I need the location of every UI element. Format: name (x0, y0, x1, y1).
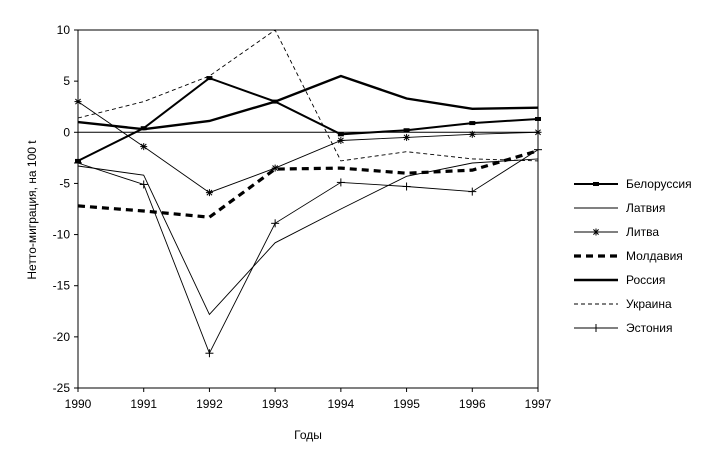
data-point (271, 164, 279, 172)
data-point (205, 349, 214, 358)
plot-area (77, 29, 539, 389)
x-axis-label: Годы (294, 428, 322, 442)
data-point (593, 182, 599, 186)
legend-item: Литва (574, 225, 659, 239)
y-tick-label: 5 (63, 74, 70, 88)
y-tick-label: -25 (53, 381, 71, 395)
series-2 (77, 158, 539, 316)
series-3 (74, 98, 542, 197)
data-point (140, 143, 148, 151)
series-line (77, 101, 539, 194)
data-point (206, 76, 213, 81)
data-point (402, 182, 411, 191)
x-tick-label: 1991 (130, 397, 157, 411)
data-point (534, 128, 542, 136)
y-tick-label: 0 (63, 125, 70, 139)
data-point (592, 228, 600, 236)
series-line (77, 149, 539, 219)
legend-label: Россия (626, 273, 665, 287)
legend-label: Белоруссия (626, 177, 692, 191)
data-point (337, 132, 344, 137)
data-point (592, 324, 600, 332)
data-point (535, 116, 541, 121)
y-tick-label: -10 (53, 228, 71, 242)
legend-label: Молдавия (626, 249, 683, 263)
data-point (469, 121, 476, 126)
legend-label: Эстония (626, 321, 673, 335)
data-point (74, 98, 82, 106)
data-point (468, 187, 477, 196)
legend-item: Эстония (574, 321, 673, 335)
x-tick-label: 1992 (196, 397, 223, 411)
data-point (205, 189, 213, 197)
series-line (77, 74, 539, 131)
x-tick-label: 1996 (459, 397, 486, 411)
data-point (403, 133, 411, 141)
y-tick-label: -5 (59, 176, 70, 190)
legend-item: Латвия (574, 201, 665, 215)
series-5 (77, 74, 539, 131)
x-tick-label: 1993 (262, 397, 289, 411)
legend-label: Латвия (626, 201, 665, 215)
y-tick-label: 10 (57, 23, 71, 37)
data-point (271, 219, 280, 228)
series-6 (77, 29, 539, 162)
series-7 (74, 145, 542, 358)
data-point (534, 145, 542, 154)
data-point (337, 136, 345, 144)
data-point (139, 180, 148, 189)
data-point (403, 128, 410, 133)
series-line (77, 29, 539, 162)
x-tick-label: 1997 (525, 397, 552, 411)
data-point (336, 178, 345, 187)
legend-item: Украина (574, 297, 672, 311)
data-point (468, 130, 476, 138)
y-tick-label: -20 (53, 330, 71, 344)
series-4 (77, 149, 539, 219)
x-tick-label: 1990 (65, 397, 92, 411)
legend-label: Литва (626, 225, 659, 239)
data-point (74, 158, 82, 167)
legend-item: Молдавия (574, 249, 683, 263)
x-tick-label: 1995 (393, 397, 420, 411)
series-line (77, 158, 539, 316)
series-line (77, 76, 539, 162)
legend-item: Россия (574, 273, 665, 287)
y-axis-label: Нетто-миграция, на 100 t (25, 140, 39, 280)
legend-label: Украина (626, 297, 672, 311)
legend-item: Белоруссия (574, 177, 692, 191)
x-tick-label: 1994 (328, 397, 355, 411)
series-line (77, 149, 539, 355)
y-tick-label: -15 (53, 279, 71, 293)
